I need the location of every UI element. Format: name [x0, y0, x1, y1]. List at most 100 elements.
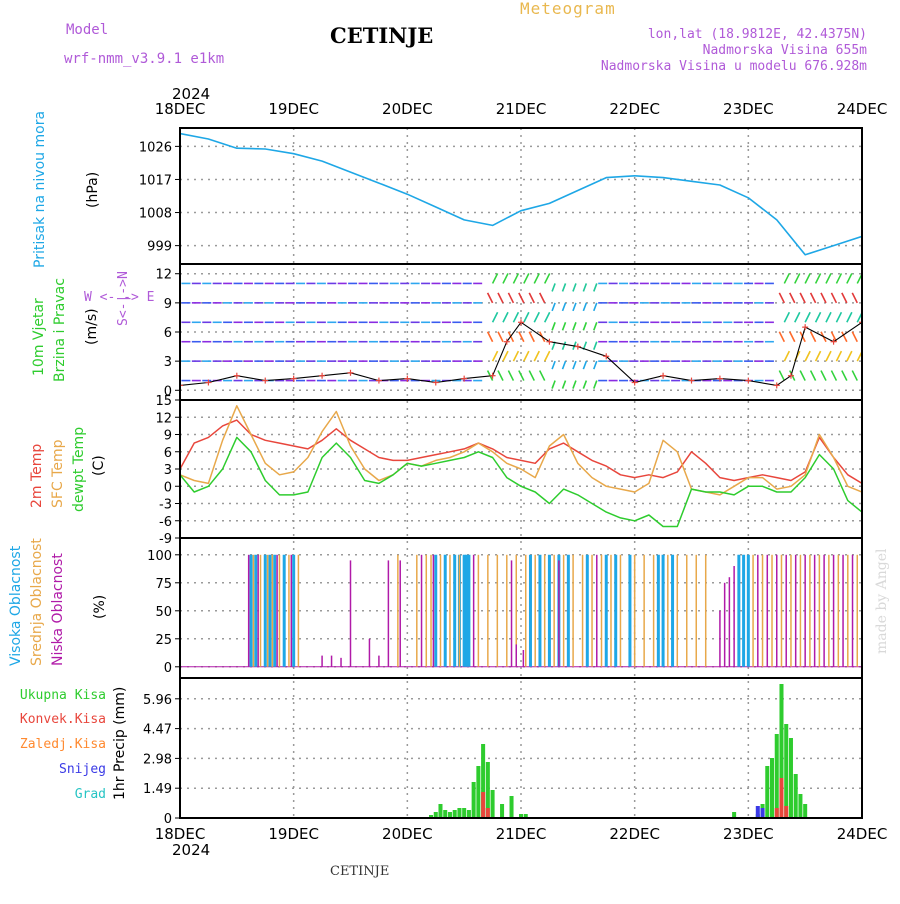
cloud-tick-label: 25: [155, 633, 172, 648]
x-tick-label-top: 21DEC: [496, 100, 547, 118]
wind-barb: [778, 292, 786, 304]
temp-tick-label: 6: [164, 446, 172, 461]
legend-total-rain: Ukupna Kisa: [20, 688, 106, 703]
model-elevation-info: Nadmorska Visina u modelu 676.928m: [601, 59, 867, 74]
wind-barb: [572, 322, 577, 331]
cloud-tick-label: 75: [155, 577, 172, 592]
wind-tick-label: 3: [164, 355, 172, 370]
wind-barb: [491, 350, 499, 362]
temp-tick-label: -9: [159, 532, 172, 547]
wind-barb: [783, 273, 791, 284]
precip-tick-label: 5.96: [143, 693, 172, 708]
x-tick-label-bottom: 18DEC: [155, 825, 206, 843]
wind-unit: (m/s): [84, 308, 100, 345]
wind-barb: [841, 331, 848, 343]
precip-total-bar: [765, 766, 770, 818]
x-tick-label-bottom: 24DEC: [837, 825, 888, 843]
wind-barb: [551, 322, 556, 331]
wind-barb: [561, 322, 567, 331]
wind-barb: [809, 370, 817, 381]
x-tick-label-top: 23DEC: [723, 100, 774, 118]
precip-tick-label: 2.98: [143, 752, 172, 767]
precip-total-bar: [429, 815, 434, 818]
wind-barb: [804, 311, 811, 323]
wind-barb: [593, 360, 598, 370]
wind-barb: [497, 331, 504, 343]
cloud-tick-label: 0: [164, 661, 172, 676]
wind-barb: [561, 360, 567, 370]
wind-barb: [486, 331, 494, 343]
wind-barb: [851, 331, 858, 343]
wind-tick-label: 6: [164, 326, 172, 341]
wind-barb: [825, 273, 832, 284]
sfctemp-label: SFC Temp: [50, 439, 66, 508]
wind-barb: [799, 370, 806, 381]
x-tick-label-bottom: 20DEC: [382, 825, 433, 843]
wind-barb: [561, 380, 567, 389]
precip-total-bar: [774, 734, 779, 818]
precip-total-bar: [788, 738, 793, 818]
wind-barb: [533, 273, 540, 284]
wind-barb: [582, 283, 588, 292]
footer-label: CETINJE: [330, 864, 389, 879]
wind-barb: [572, 380, 577, 389]
wind-barb: [593, 341, 598, 350]
precip-total-bar: [438, 804, 443, 818]
wind-barb: [593, 302, 598, 312]
precip-convective-bar: [779, 778, 784, 818]
precip-total-bar: [732, 812, 737, 818]
wind-barb: [804, 350, 811, 362]
temp-dewpt-line: [180, 436, 862, 528]
precip-tick-label: 1.49: [143, 782, 172, 797]
legend-snow: Snijeg: [59, 762, 106, 777]
temperature-panel: [180, 405, 862, 528]
pressure-panel: [180, 132, 862, 256]
precip-total-bar: [803, 804, 808, 818]
precip-panel: [180, 684, 862, 818]
wind-barb: [507, 370, 515, 381]
precip-convective-bar: [774, 808, 779, 818]
x-axis-top: 18DEC 19DEC 20DEC 21DEC 22DEC 23DEC 24DEC: [155, 100, 888, 118]
pressure-line: [180, 132, 862, 256]
x-tick-label-bottom: 19DEC: [268, 825, 319, 843]
wind-barb: [593, 283, 598, 292]
precip-convective-bar: [784, 806, 789, 818]
wind-barb: [804, 273, 811, 284]
temp2m-label: 2m Temp: [29, 444, 45, 508]
x-tick-label-top: 18DEC: [155, 100, 206, 118]
precip-total-bar: [452, 810, 457, 818]
wind-barb: [846, 311, 853, 323]
year-label-bottom: 2024: [172, 841, 210, 859]
cloud-unit: (%): [92, 595, 108, 619]
wind-barb: [841, 292, 848, 304]
precip-tick-label: 0: [164, 812, 172, 827]
temp-tick-label: 0: [164, 480, 172, 495]
wind-barb: [825, 311, 832, 323]
wind-barb: [486, 292, 494, 304]
wind-tick-label: 12: [155, 268, 172, 283]
precip-snow-bar: [755, 806, 760, 818]
legend-convective-rain: Konvek.Kisa: [20, 712, 106, 727]
wind-barb: [778, 331, 786, 343]
x-tick-label-bottom: 22DEC: [609, 825, 660, 843]
watermark: made by Angel: [874, 548, 890, 654]
legend-freezing-rain: Zaledj.Kisa: [20, 737, 106, 752]
wind-barb: [538, 292, 546, 304]
wind-barb: [794, 273, 801, 284]
precip-snow-bar: [760, 808, 765, 818]
wind-compass-sn: S<-|->N: [116, 271, 131, 326]
temp-tick-label: 15: [155, 394, 172, 409]
wind-barb: [814, 273, 822, 284]
wind-barb: [572, 360, 577, 370]
precip-total-bar: [523, 814, 528, 818]
wind-barb: [846, 273, 853, 284]
wind-label-2: Brzina i Pravac: [52, 278, 68, 382]
wind-barb: [507, 292, 515, 304]
wind-barb: [502, 350, 509, 362]
pressure-tick-label: 999: [147, 240, 172, 255]
wind-barb: [572, 302, 577, 312]
precip-total-bar: [500, 804, 505, 818]
wind-barb: [523, 311, 530, 323]
precip-total-bar: [476, 766, 481, 818]
wind-barb: [582, 360, 588, 370]
